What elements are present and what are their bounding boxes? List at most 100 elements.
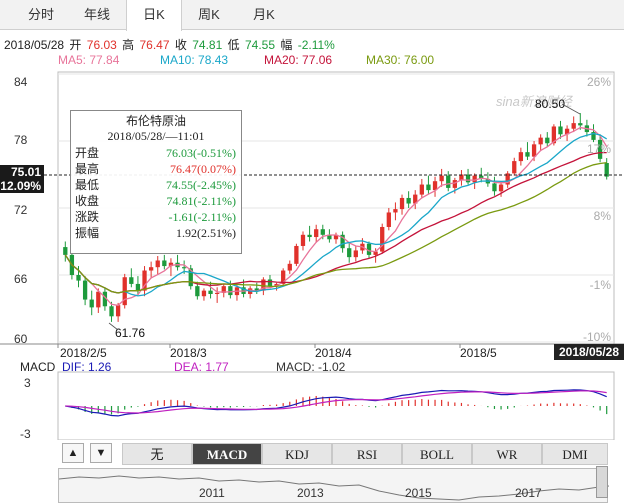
high-label: 高 (122, 38, 135, 52)
indicator-tab-macd[interactable]: MACD (192, 443, 262, 465)
range-navigator[interactable]: 2011 2013 2015 2017 (58, 468, 609, 503)
right-tick-minus1: -1% (590, 278, 612, 292)
open-label: 开 (69, 38, 82, 52)
candle-body (135, 283, 141, 291)
candle-body (267, 279, 273, 287)
candle-body (386, 212, 391, 227)
candle-body (373, 251, 378, 255)
tooltip-row-change: 涨跌 -1.61(-2.11%) (71, 209, 241, 225)
low-marker-tick (108, 322, 119, 331)
navigator-history-line (59, 475, 609, 501)
tab-weekly-k[interactable]: 周K (198, 7, 220, 22)
left-tick-78: 78 (14, 133, 28, 147)
current-price-value: 75.01 (10, 165, 41, 179)
quote-info-bar: 2018/05/28 开 76.03 高 76.47 收 74.81 低 74.… (4, 36, 337, 54)
x-label-may: 2018/5 (460, 346, 497, 360)
ma30-line (64, 161, 607, 294)
candle-body (452, 180, 457, 188)
candle-body (432, 181, 438, 191)
tab-daily-k[interactable]: 日K (126, 0, 182, 31)
candle-body (333, 234, 339, 240)
tooltip-value: 1.92(2.51%) (176, 226, 236, 240)
indicator-tab-dmi[interactable]: DMI (542, 443, 608, 465)
candle-body (82, 280, 88, 300)
ma5-label: MA5: 77.84 (58, 53, 120, 67)
candle-body (155, 260, 160, 268)
close-value: 74.81 (192, 38, 223, 52)
candle-body (294, 245, 299, 264)
candle-body (89, 299, 94, 308)
triangle-up-icon: ▲ (67, 447, 79, 459)
x-label-feb: 2018/2/5 (60, 346, 107, 360)
tooltip-time: 2018/05/28/—11:01 (107, 129, 205, 143)
navigator-handle-right[interactable] (596, 466, 608, 498)
quote-date: 2018/05/28 (4, 38, 65, 52)
x-label-mar: 2018/3 (170, 346, 207, 360)
candle-body (148, 267, 154, 271)
candle-body (531, 144, 537, 157)
candle-body (320, 229, 325, 235)
right-tick-26: 26% (587, 75, 611, 89)
watermark-logo: sina新浪财经 (496, 94, 574, 109)
candle-body (340, 234, 345, 249)
candle-body (63, 247, 68, 255)
tab-monthly-k[interactable]: 月K (253, 7, 275, 22)
candle-body (479, 175, 484, 179)
tooltip-key: 开盘 (75, 146, 100, 160)
macd-lines (65, 389, 607, 417)
candle-body (228, 286, 233, 296)
nav-year-2011: 2011 (199, 486, 225, 500)
candle-body (571, 123, 576, 129)
candle-body (446, 175, 451, 188)
candle-body (287, 263, 292, 271)
scroll-down-button[interactable]: ▼ (90, 443, 112, 463)
high-marker-tick (561, 103, 581, 115)
tooltip-value: 76.03(-0.51%) (166, 146, 236, 160)
tooltip-key: 最高 (75, 162, 100, 176)
kline-chart[interactable]: sina新浪财经 84 78 72 66 60 26% 17% 8% -1% -… (0, 0, 624, 440)
indicator-tab-wr[interactable]: WR (472, 443, 542, 465)
candle-body (505, 173, 510, 185)
scroll-up-button[interactable]: ▲ (62, 443, 84, 463)
candle-body (518, 152, 524, 162)
candle-body (76, 275, 81, 281)
tooltip-row-close: 收盘 74.81(-2.11%) (71, 193, 241, 209)
macd-value: MACD: -1.02 (276, 360, 346, 374)
candle-body (162, 260, 167, 267)
ma20-label: MA20: 77.06 (264, 53, 333, 67)
candle-body (426, 184, 431, 191)
low-label: 低 (227, 38, 240, 52)
current-price-label: 75.01 12.09% (0, 165, 44, 193)
left-price-axis: 84 78 72 66 60 (14, 75, 28, 346)
candle-body (380, 226, 385, 252)
candle-body (353, 250, 358, 258)
macd-axis: 3 -3 (20, 376, 31, 440)
candle-body (512, 161, 517, 174)
period-tab-bar: 分时 年线 日K 周K 月K (0, 0, 624, 31)
indicator-tab-boll[interactable]: BOLL (402, 443, 472, 465)
macd-tick-3: 3 (24, 376, 31, 390)
indicator-tab-kdj[interactable]: KDJ (262, 443, 332, 465)
candle-body (558, 126, 563, 135)
indicator-tab-rsi[interactable]: RSI (332, 443, 402, 465)
candle-body (564, 128, 570, 135)
low-value: 74.55 (244, 38, 275, 52)
tab-yearly[interactable]: 年线 (83, 7, 110, 22)
x-label-apr: 2018/4 (315, 346, 352, 360)
tooltip-value: 76.47(0.07%) (170, 162, 236, 176)
right-tick-minus10: -10% (583, 330, 611, 344)
candle-body (261, 279, 266, 291)
candle-body (307, 234, 312, 238)
candle-body (115, 305, 121, 317)
candle-body (525, 152, 530, 157)
indicator-tab-none[interactable]: 无 (122, 443, 192, 465)
candle-body (300, 234, 306, 246)
candle-body (327, 234, 332, 240)
tab-intraday[interactable]: 分时 (27, 7, 54, 22)
candle-body (102, 291, 108, 307)
candle-body (439, 175, 444, 182)
candle-body (195, 286, 200, 297)
candle-body (96, 291, 101, 308)
tooltip-row-open: 开盘 76.03(-0.51%) (71, 145, 241, 161)
candle-body (129, 277, 134, 284)
